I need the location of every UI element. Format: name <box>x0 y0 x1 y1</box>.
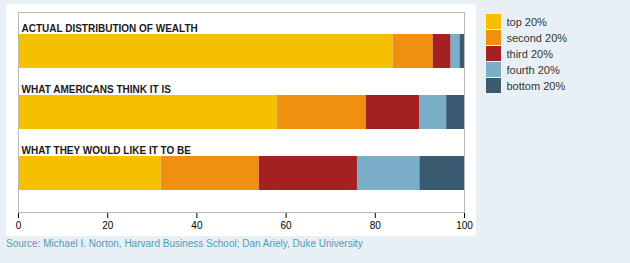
svg-text:WHAT AMERICANS THINK IT IS: WHAT AMERICANS THINK IT IS <box>22 84 172 95</box>
html-text:second 20%: second 20% <box>506 31 567 44</box>
svg-text:100: 100 <box>456 220 473 231</box>
svg-text:ACTUAL DISTRIBUTION OF WEALTH: ACTUAL DISTRIBUTION OF WEALTH <box>22 23 198 34</box>
svg-text:60: 60 <box>281 220 293 231</box>
svg-text:80: 80 <box>370 220 382 231</box>
svg-text:WHAT THEY WOULD LIKE IT TO BE: WHAT THEY WOULD LIKE IT TO BE <box>22 145 192 156</box>
svg-text:40: 40 <box>191 220 203 231</box>
html-text:fourth 20%: fourth 20% <box>506 63 560 76</box>
svg-text:20: 20 <box>102 220 114 231</box>
html-text:third 20%: third 20% <box>506 47 553 60</box>
svg-text:0: 0 <box>16 220 22 231</box>
html-text:Source: Michael I. Norton, Har: Source: Michael I. Norton, Harvard Busin… <box>6 238 363 249</box>
html-text:top 20%: top 20% <box>506 15 547 28</box>
html-text:bottom 20%: bottom 20% <box>506 79 566 92</box>
